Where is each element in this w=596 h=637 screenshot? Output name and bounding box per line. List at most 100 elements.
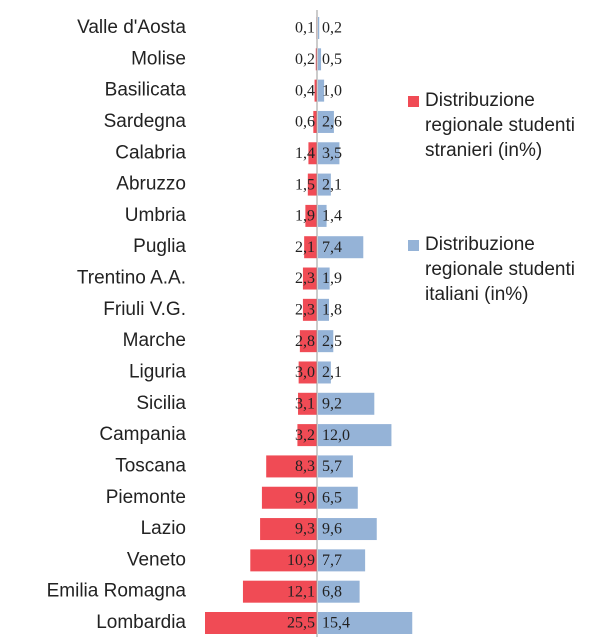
bar: [313, 110, 317, 133]
bar: [266, 455, 317, 478]
value-label: 9,3: [295, 521, 315, 538]
value-label: 5,7: [322, 458, 342, 475]
category-label: Marche: [123, 330, 186, 351]
value-label: 0,1: [295, 20, 315, 37]
value-label: 6,8: [322, 583, 342, 600]
value-label: 3,5: [322, 145, 342, 162]
legend-swatch: [408, 240, 419, 251]
bar: [318, 612, 413, 634]
category-label: Campania: [99, 424, 186, 445]
category-label: Friuli V.G.: [103, 299, 186, 320]
bar: [318, 79, 325, 102]
value-label: 1,8: [322, 302, 342, 319]
bar: [318, 173, 331, 196]
legend-item: Distribuzione regionale studenti italian…: [408, 232, 593, 307]
value-label: 0,4: [295, 82, 315, 99]
value-label: 7,7: [322, 552, 342, 569]
value-label: 0,2: [295, 51, 315, 68]
category-label: Umbria: [125, 205, 187, 226]
bar: [318, 17, 320, 39]
category-label: Liguria: [129, 361, 186, 382]
bar: [261, 486, 317, 509]
bar: [298, 361, 317, 384]
category-label: Toscana: [115, 455, 186, 476]
category-label: Lombardia: [96, 612, 186, 633]
value-label: 8,3: [295, 458, 315, 475]
value-label: 1,0: [322, 82, 342, 99]
bar: [305, 204, 317, 227]
value-label: 2,5: [322, 333, 342, 350]
category-label: Calabria: [115, 142, 186, 163]
bar: [302, 267, 317, 290]
bar: [318, 204, 327, 227]
bar: [297, 424, 317, 447]
value-label: 2,1: [322, 176, 342, 193]
bars: [205, 17, 413, 634]
category-label: Molise: [131, 48, 186, 69]
value-label: 2,1: [322, 364, 342, 381]
category-label: Lazio: [141, 518, 186, 539]
category-label: Sardegna: [104, 111, 187, 132]
bar: [318, 330, 334, 353]
bar: [242, 580, 317, 603]
bar: [318, 486, 358, 509]
category-label: Emilia Romagna: [47, 581, 187, 602]
bar: [318, 361, 331, 384]
value-label: 1,9: [295, 208, 315, 225]
value-label: 9,6: [322, 521, 342, 538]
bar: [318, 549, 366, 572]
category-label: Basilicata: [105, 80, 187, 101]
bar: [260, 518, 317, 541]
legend-label: Distribuzione regionale studenti stranie…: [425, 90, 575, 161]
bar: [318, 48, 322, 71]
value-label: 2,3: [295, 302, 315, 319]
bar: [318, 142, 340, 165]
value-label: 1,9: [322, 270, 342, 287]
bar: [318, 298, 330, 321]
bar: [318, 455, 353, 478]
bar: [250, 549, 317, 572]
bar: [318, 267, 330, 290]
category-label: Sicilia: [136, 393, 186, 414]
value-label: 3,0: [295, 364, 315, 381]
value-label: 2,3: [295, 270, 315, 287]
legend-swatch: [408, 96, 419, 107]
value-label: 9,0: [295, 489, 315, 506]
category-label: Veneto: [127, 549, 186, 570]
bar: [318, 110, 334, 133]
value-label: 0,5: [322, 51, 342, 68]
value-label: 2,8: [295, 333, 315, 350]
bar: [318, 392, 375, 415]
bar: [302, 298, 317, 321]
value-label: 25,5: [287, 615, 315, 632]
labels: Valle d'Aosta 0,1 0,2 Molise 0,2 0,5 Basilicat…: [47, 17, 350, 633]
bar: [205, 612, 317, 634]
bar: [298, 392, 317, 415]
value-label: 10,9: [287, 552, 315, 569]
value-label: 9,2: [322, 395, 342, 412]
value-label: 12,1: [287, 583, 315, 600]
value-label: 2,6: [322, 114, 342, 131]
value-label: 7,4: [322, 239, 342, 256]
bar: [318, 236, 364, 259]
category-label: Valle d'Aosta: [77, 17, 186, 38]
legend-label: Distribuzione regionale studenti italian…: [425, 234, 575, 305]
category-label: Abruzzo: [116, 174, 186, 195]
value-label: 0,6: [295, 114, 315, 131]
bar: [318, 518, 377, 541]
value-label: 15,4: [322, 615, 350, 632]
bar: [314, 79, 317, 102]
category-label: Trentino A.A.: [77, 268, 186, 289]
value-label: 1,4: [322, 208, 342, 225]
bar: [307, 173, 317, 196]
bar: [318, 580, 360, 603]
bar: [315, 48, 317, 71]
value-label: 1,4: [295, 145, 315, 162]
bar: [318, 424, 392, 447]
bar: [308, 142, 317, 165]
category-label: Piemonte: [106, 487, 186, 508]
value-label: 3,2: [295, 427, 315, 444]
legend-item: Distribuzione regionale studenti stranie…: [408, 88, 593, 163]
